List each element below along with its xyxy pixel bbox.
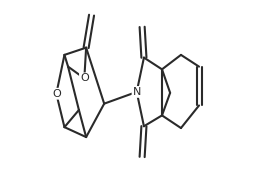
Text: O: O xyxy=(52,89,61,99)
Text: O: O xyxy=(80,73,89,83)
Text: N: N xyxy=(132,87,141,97)
